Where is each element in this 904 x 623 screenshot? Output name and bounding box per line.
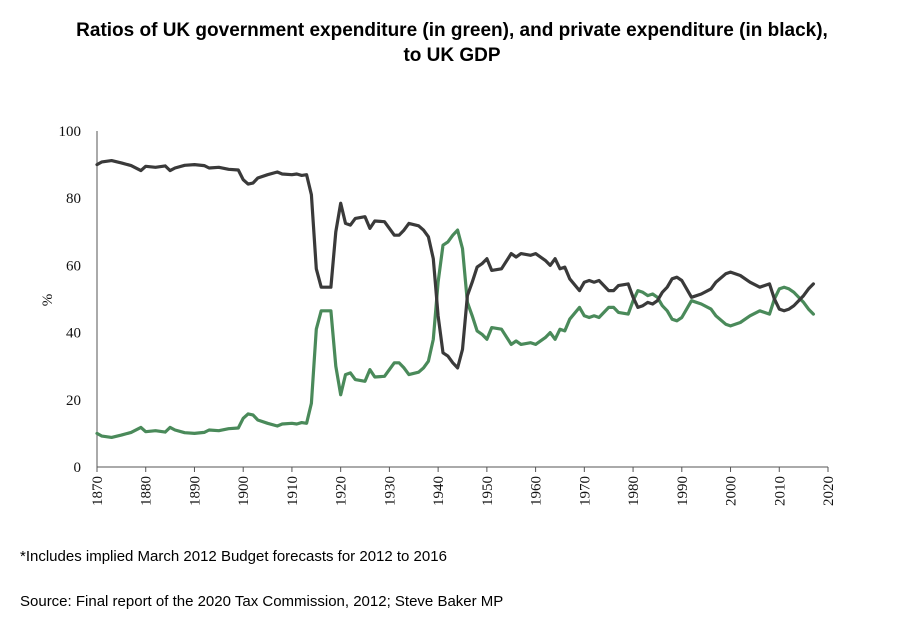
x-tick-label: 1880: [139, 476, 155, 506]
y-tick-label: 80: [66, 191, 81, 207]
x-tick-label: 1900: [236, 476, 252, 506]
y-axis-label: %: [40, 294, 56, 307]
chart-tick-labels: 0 20 40 60 80 100 1870 1880 1890 1900 1910 1920 1930…: [59, 124, 838, 506]
chart-title: Ratios of UK government expenditure (in …: [0, 18, 904, 68]
footnote: *Includes implied March 2012 Budget fore…: [20, 548, 447, 565]
chart-title-line-1: Ratios of UK government expenditure (in …: [76, 20, 828, 41]
y-tick-label: 60: [66, 258, 81, 274]
y-tick-label: 40: [66, 326, 81, 342]
chart-title-line-2: to UK GDP: [403, 45, 501, 66]
x-tick-label: 2010: [772, 476, 788, 506]
x-tick-label: 2000: [724, 476, 740, 506]
series-line-1: [95, 159, 816, 370]
y-tick-label: 0: [74, 460, 82, 476]
x-tick-label: 1950: [480, 476, 496, 506]
x-tick-label: 1990: [675, 476, 691, 506]
x-tick-label: 1890: [187, 476, 203, 506]
x-tick-label: 1910: [285, 476, 301, 506]
source-note: Source: Final report of the 2020 Tax Com…: [20, 593, 504, 610]
x-tick-label: 1940: [431, 476, 447, 506]
x-tick-label: 1970: [577, 476, 593, 506]
series-line-0: [95, 228, 816, 439]
chart-axes: [96, 131, 828, 468]
y-tick-label: 20: [66, 393, 81, 409]
x-tick-label: 1980: [626, 476, 642, 506]
x-tick-label: 1920: [334, 476, 350, 506]
chart-series: [95, 159, 816, 439]
x-tick-label: 1960: [529, 476, 545, 506]
x-tick-label: 2020: [821, 476, 837, 506]
x-tick-label: 1930: [382, 476, 398, 506]
y-tick-label: 100: [59, 124, 82, 140]
x-tick-label: 1870: [90, 476, 106, 506]
